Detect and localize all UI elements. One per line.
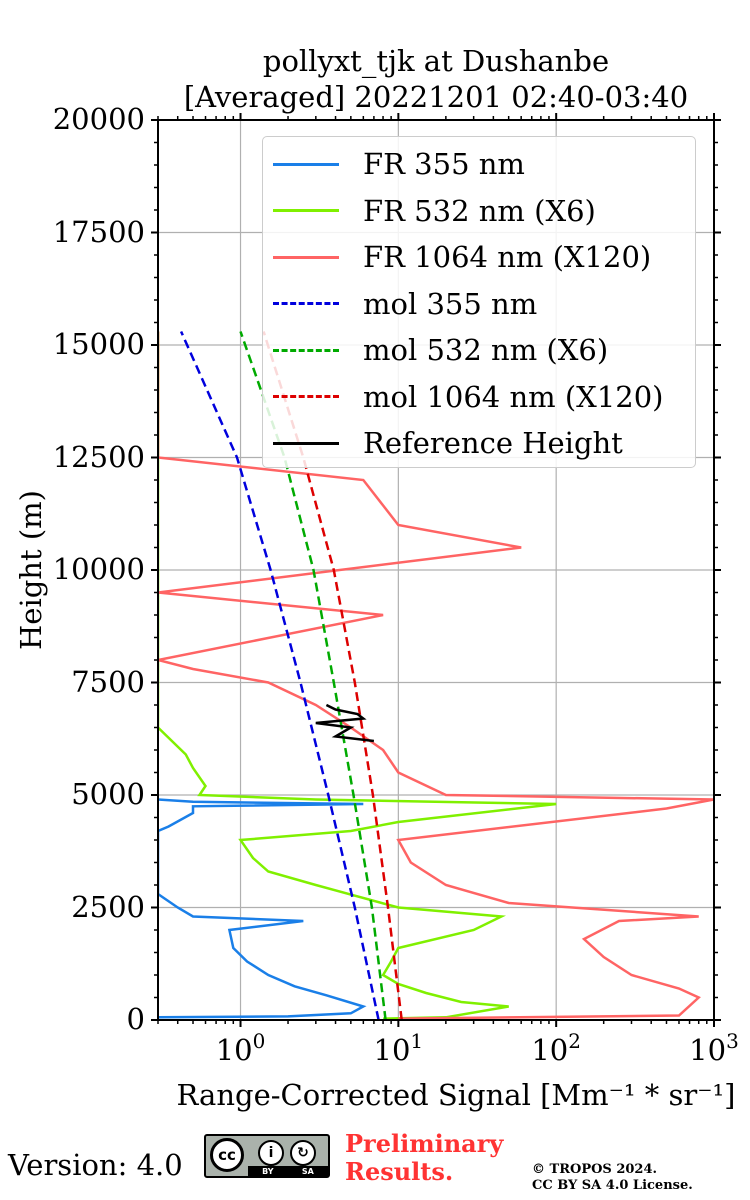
preliminary-notice: Preliminary Results. — [345, 1130, 503, 1186]
legend-label: mol 355 nm — [363, 286, 538, 321]
y-tick-label: 0 — [126, 1002, 145, 1036]
series-layer — [158, 330, 714, 1020]
preliminary-line1: Preliminary — [345, 1129, 504, 1158]
by-icon: i — [258, 1140, 284, 1166]
version-text: Version: 4.0 — [8, 1148, 183, 1182]
chart-title-line1: pollyxt_tjk at Dushanbe — [262, 44, 610, 78]
x-tick-label: 101 — [374, 1029, 424, 1067]
x-tick-label: 102 — [531, 1029, 581, 1067]
legend-label: mol 532 nm (X6) — [363, 333, 609, 367]
x-tick-label: 103 — [689, 1029, 739, 1067]
legend-swatch — [273, 348, 339, 352]
legend-swatch — [273, 441, 339, 445]
axis-ticks — [151, 113, 721, 1027]
legend-swatch — [273, 162, 339, 166]
y-axis-label: Height (m) — [14, 490, 48, 650]
preliminary-line2: Results. — [345, 1157, 454, 1186]
legend-label: FR 532 nm (X6) — [363, 193, 596, 228]
y-tick-label: 17500 — [52, 214, 145, 249]
copyright-notice: © TROPOS 2024. CC BY SA 4.0 License. — [532, 1162, 693, 1194]
legend-entry: mol 532 nm (X6) — [273, 327, 608, 373]
y-tick-label: 15000 — [52, 327, 145, 361]
legend-swatch — [273, 395, 339, 398]
legend-entry: Reference Height — [273, 420, 623, 466]
series-fr-532-nm-x6 — [158, 331, 557, 1020]
x-axis-label: Range-Corrected Signal [Mm⁻¹ * sr⁻¹] — [176, 1078, 736, 1112]
legend-swatch — [273, 255, 339, 259]
y-tick-label: 10000 — [52, 552, 145, 586]
copyright-line1: © TROPOS 2024. — [532, 1162, 658, 1177]
cc-icon: cc — [210, 1138, 244, 1172]
legend-label: FR 355 nm — [363, 147, 525, 181]
series-mol-355-nm — [179, 330, 380, 1020]
legend: FR 355 nm FR 532 nm (X6) FR 1064 nm (X120)… — [262, 136, 696, 468]
y-tick-label: 12500 — [52, 439, 145, 474]
legend-entry: mol 355 nm — [273, 281, 537, 327]
y-tick-label: 20000 — [52, 102, 145, 136]
legend-entry: mol 1064 nm (X120) — [273, 374, 664, 420]
cc-strip: BY SA — [248, 1166, 328, 1176]
legend-swatch — [273, 302, 339, 305]
legend-entry: FR 532 nm (X6) — [273, 188, 596, 234]
x-tick-labels: 100 101 102 103 — [216, 1029, 739, 1067]
cc-license-badge: cc i ↻ BY SA — [204, 1134, 330, 1178]
copyright-line2: CC BY SA 4.0 License. — [532, 1178, 693, 1193]
series-mol-532-nm-x6 — [239, 331, 387, 1020]
legend-label: FR 1064 nm (X120) — [363, 240, 652, 274]
legend-swatch — [273, 209, 339, 212]
legend-label: mol 1064 nm (X120) — [363, 379, 664, 414]
series-fr-1064-nm-x120 — [158, 331, 714, 1020]
x-tick-label: 100 — [216, 1029, 266, 1067]
legend-label: Reference Height — [363, 426, 623, 460]
chart-title-line2: [Averaged] 20221201 02:40-03:40 — [183, 80, 689, 114]
series-fr-355-nm — [158, 798, 367, 1019]
series-mol-1064-nm-x120 — [262, 331, 403, 1020]
y-tick-label: 5000 — [71, 777, 145, 811]
series-reference-height — [315, 703, 375, 743]
legend-entry: FR 1064 nm (X120) — [273, 234, 651, 280]
legend-entry: FR 355 nm — [273, 141, 525, 187]
y-tick-label: 7500 — [71, 664, 145, 699]
sa-icon: ↻ — [290, 1140, 316, 1166]
y-tick-label: 2500 — [71, 889, 145, 924]
